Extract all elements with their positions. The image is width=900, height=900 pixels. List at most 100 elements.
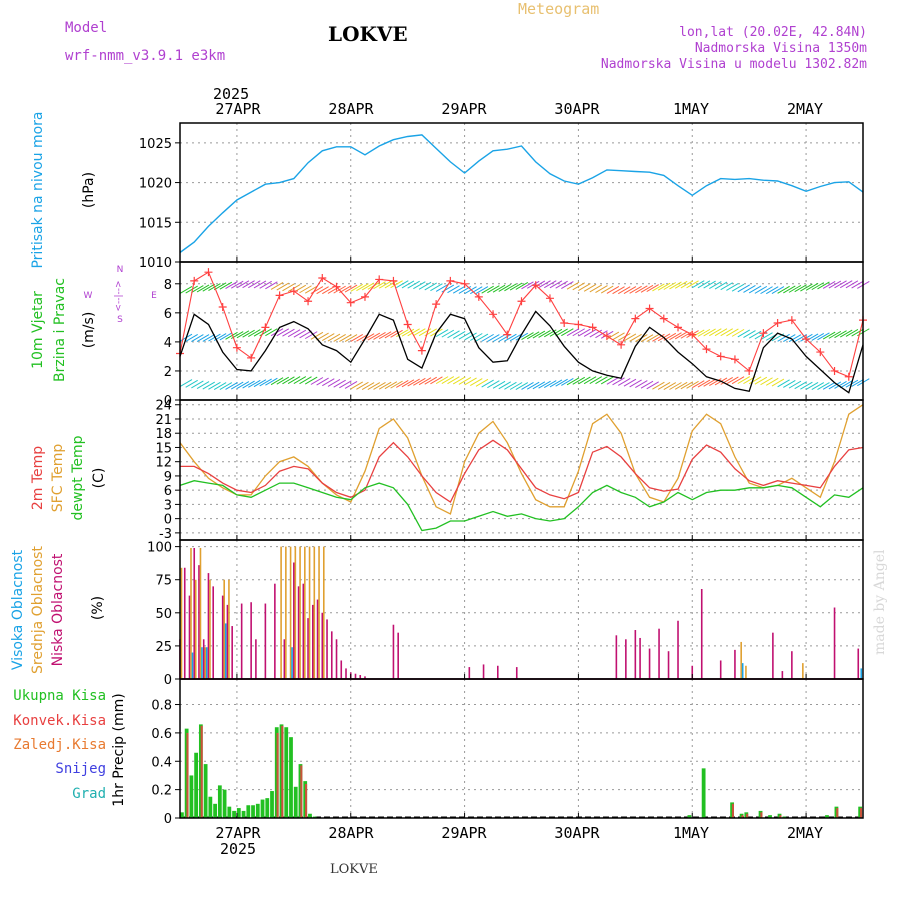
wind-arrow bbox=[760, 286, 773, 295]
wind-arrow bbox=[310, 377, 324, 385]
wind-arrow bbox=[828, 280, 842, 289]
wind-arrow bbox=[805, 381, 819, 390]
y-tick-label: 0 bbox=[164, 673, 172, 688]
wind-arrow bbox=[464, 332, 477, 341]
wind-arrow bbox=[373, 281, 386, 290]
wind-arrow bbox=[674, 381, 688, 390]
conv-precip-bar bbox=[281, 725, 284, 818]
wind-arrow bbox=[435, 329, 449, 337]
wind-arrow bbox=[851, 378, 864, 387]
total-precip-bar bbox=[217, 785, 222, 818]
wind-arrow bbox=[822, 381, 836, 390]
wind-arrow bbox=[304, 376, 318, 385]
bottom-date-axis: 27APR 28APR 29APR 30APR 1MAY 2MAY 2025 bbox=[215, 824, 823, 858]
wind-arrow bbox=[202, 381, 216, 390]
wind-arrow bbox=[709, 281, 722, 289]
top-day-label: 28APR bbox=[328, 100, 374, 118]
wind-arrow bbox=[669, 281, 682, 290]
wind-arrow bbox=[470, 333, 483, 341]
y-tick-label: 9 bbox=[164, 470, 172, 485]
y-tick-label: 1020 bbox=[139, 177, 172, 192]
wind-arrow bbox=[350, 381, 364, 390]
wind-arrow bbox=[652, 283, 665, 292]
wind-arrow bbox=[356, 283, 369, 292]
wind-arrow bbox=[378, 331, 392, 340]
wind-arrow bbox=[475, 286, 489, 294]
wind-arrow bbox=[583, 376, 597, 385]
wind-arrow bbox=[783, 285, 796, 294]
wind-arrow bbox=[441, 376, 455, 385]
wind-arrow bbox=[811, 332, 825, 341]
wind-arrow bbox=[390, 329, 403, 338]
wind-arrow bbox=[396, 380, 409, 388]
wind-arrow bbox=[236, 280, 250, 289]
gust-marker bbox=[275, 291, 284, 300]
total-precip-bar bbox=[687, 815, 692, 818]
conv-precip-bar bbox=[305, 783, 308, 818]
wind-arrow bbox=[242, 329, 255, 338]
wind-arrow bbox=[834, 330, 847, 339]
wind-arrow bbox=[526, 381, 540, 390]
wind-arrow bbox=[839, 380, 853, 389]
wind-arrow bbox=[623, 378, 637, 387]
wind-arrow bbox=[629, 379, 642, 388]
bottom-day-label: 29APR bbox=[441, 824, 487, 842]
gust-marker bbox=[346, 298, 355, 307]
wind-arrow bbox=[236, 330, 250, 339]
wind-arrow bbox=[396, 280, 409, 289]
wind-arrow bbox=[652, 381, 665, 390]
wind-arrow bbox=[196, 381, 210, 389]
wind-arrow bbox=[492, 380, 506, 389]
wind-arrow bbox=[765, 377, 779, 386]
wind-arrow bbox=[822, 331, 836, 340]
wind-arrow bbox=[225, 331, 238, 340]
gust-marker bbox=[588, 323, 597, 332]
wind-arrow bbox=[208, 333, 221, 342]
wind-arrow bbox=[509, 333, 523, 342]
wind-arrow bbox=[748, 285, 762, 294]
wind-arrow bbox=[407, 280, 420, 289]
wind-arrow bbox=[492, 334, 506, 343]
total-precip-bar bbox=[284, 727, 289, 818]
wind-arrow bbox=[583, 329, 597, 337]
wind-arrow bbox=[674, 331, 688, 340]
gust-marker bbox=[247, 353, 256, 362]
gust-marker bbox=[289, 287, 298, 296]
total-precip-bar bbox=[768, 815, 772, 818]
wind-arrow bbox=[282, 376, 295, 385]
wind-arrow bbox=[686, 280, 699, 289]
wind-arrow bbox=[555, 328, 568, 337]
wind-arrow bbox=[344, 381, 358, 389]
wind-arrow bbox=[771, 378, 785, 387]
gust-marker bbox=[645, 304, 654, 313]
wind-arrow bbox=[452, 376, 466, 385]
wind-arrow bbox=[390, 280, 403, 289]
wind-arrow bbox=[839, 280, 853, 289]
wind-arrow bbox=[589, 329, 603, 338]
wind-arrow bbox=[322, 286, 335, 295]
wind-arrow bbox=[464, 377, 477, 386]
wind-arrow bbox=[731, 283, 745, 292]
wind-arrow bbox=[839, 329, 853, 338]
wind-arrow bbox=[606, 286, 620, 294]
data-layer bbox=[176, 134, 870, 818]
wind-arrow bbox=[566, 377, 580, 386]
wind-arrow bbox=[669, 332, 682, 341]
wind-speed-line bbox=[179, 310, 864, 394]
wind-arrow bbox=[213, 282, 227, 291]
total-precip-bar bbox=[308, 813, 312, 818]
wind-arrow bbox=[418, 281, 432, 290]
compass-west: W bbox=[84, 291, 93, 301]
gust-marker bbox=[375, 275, 384, 284]
wind-arrow bbox=[304, 285, 318, 294]
gust-marker bbox=[830, 366, 839, 375]
pressure-panel-title: Pritisak na nivou mora bbox=[30, 111, 46, 268]
temp2m-label: 2m Temp bbox=[30, 446, 46, 510]
wind-arrow bbox=[595, 330, 608, 339]
total-precip-bar bbox=[825, 815, 829, 818]
wind-arrow bbox=[481, 285, 494, 294]
wind-arrow bbox=[595, 285, 608, 293]
wind-arrow bbox=[185, 379, 198, 388]
wind-arrow bbox=[270, 377, 284, 386]
bottom-day-label: 30APR bbox=[554, 824, 600, 842]
